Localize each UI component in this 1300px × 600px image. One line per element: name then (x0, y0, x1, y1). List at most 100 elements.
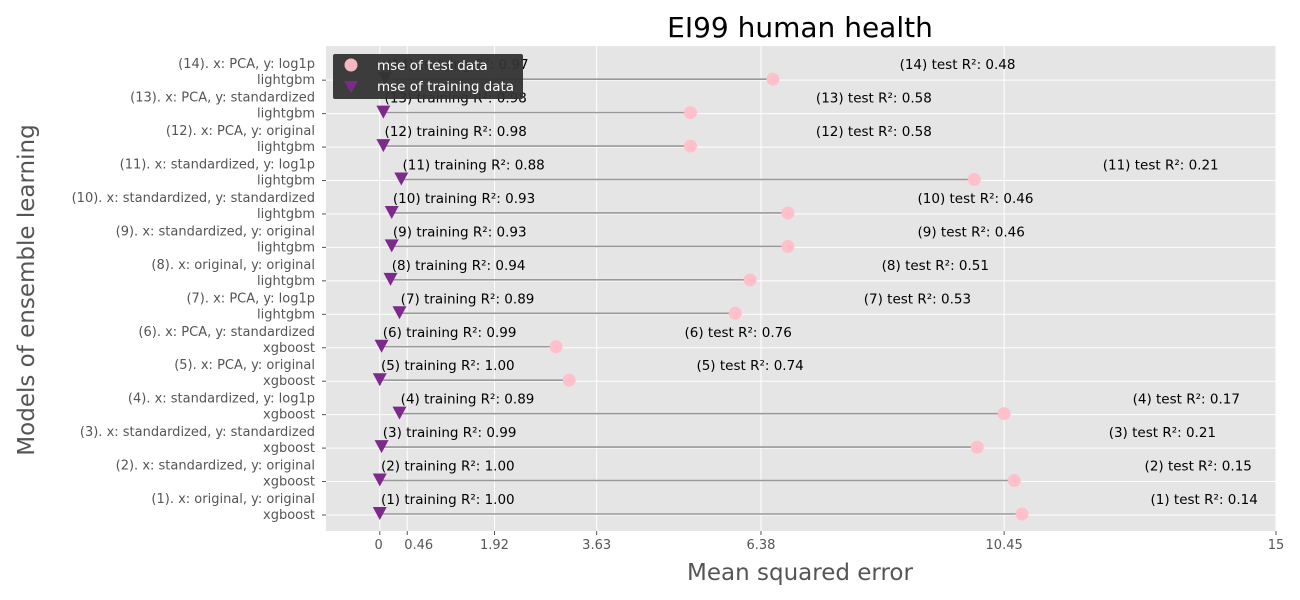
legend-label-test: mse of test data (377, 58, 488, 74)
y-tick-label-line1: (8). x: original, y: original (151, 258, 315, 273)
y-tick-label-line1: (6). x: PCA, y: standardized (138, 325, 315, 340)
test-r2-annotation: (2) test R²: 0.15 (1145, 459, 1252, 475)
plot-background (326, 46, 1276, 531)
training-r2-annotation: (8) training R²: 0.94 (392, 258, 526, 274)
test-mse-marker (781, 206, 795, 220)
training-mse-marker (372, 473, 387, 487)
y-tick-label-line2: xgboost (263, 475, 315, 490)
x-axis-label: Mean squared error (687, 560, 913, 586)
test-r2-annotation: (7) test R²: 0.53 (864, 291, 971, 307)
y-tick-label-line2: lightgbm (257, 240, 315, 255)
test-mse-marker (1007, 474, 1021, 488)
training-r2-annotation: (11) training R²: 0.88 (402, 158, 544, 174)
y-tick-label-line2: lightgbm (257, 307, 315, 322)
training-mse-marker (392, 306, 407, 320)
test-r2-annotation: (9) test R²: 0.46 (918, 224, 1025, 240)
training-r2-annotation: (7) training R²: 0.89 (401, 291, 535, 307)
y-tick-label-line2: lightgbm (257, 207, 315, 222)
y-tick-label-line2: lightgbm (257, 274, 315, 289)
training-mse-marker (376, 105, 391, 119)
y-tick-label-line2: xgboost (263, 441, 315, 456)
y-tick-label-line2: xgboost (263, 341, 315, 356)
x-tick-label: 1.92 (480, 538, 509, 553)
y-tick-label-line1: (9). x: standardized, y: original (116, 224, 315, 239)
y-tick-label-line2: lightgbm (257, 174, 315, 189)
test-r2-annotation: (13) test R²: 0.58 (816, 91, 932, 107)
test-r2-annotation: (4) test R²: 0.17 (1133, 392, 1240, 408)
training-mse-marker (394, 172, 409, 186)
training-mse-marker (384, 205, 399, 219)
training-mse-marker (376, 139, 391, 153)
test-r2-annotation: (3) test R²: 0.21 (1109, 425, 1216, 441)
test-r2-annotation: (8) test R²: 0.51 (882, 258, 989, 274)
test-mse-marker (967, 173, 981, 187)
test-mse-marker (970, 440, 984, 454)
chart-title: EI99 human health (667, 11, 933, 44)
test-mse-marker (1015, 507, 1029, 521)
training-mse-marker (374, 440, 389, 454)
test-r2-annotation: (14) test R²: 0.48 (900, 57, 1016, 73)
x-tick-label: 15 (1268, 538, 1285, 553)
training-r2-annotation: (2) training R²: 1.00 (381, 459, 515, 475)
test-r2-annotation: (1) test R²: 0.14 (1151, 492, 1258, 508)
y-tick-label-line2: xgboost (263, 374, 315, 389)
test-mse-marker (683, 139, 697, 153)
test-mse-marker (997, 407, 1011, 421)
training-r2-annotation: (4) training R²: 0.89 (401, 392, 535, 408)
y-tick-label-line1: (2). x: standardized, y: original (116, 459, 315, 474)
training-r2-annotation: (10) training R²: 0.93 (393, 191, 535, 207)
y-tick-label-line2: lightgbm (257, 107, 315, 122)
training-mse-marker (372, 507, 387, 520)
test-mse-marker (743, 273, 757, 287)
training-mse-marker (392, 406, 407, 420)
training-r2-annotation: (3) training R²: 0.99 (383, 425, 517, 441)
x-tick-label: 6.38 (746, 538, 775, 553)
test-r2-annotation: (11) test R²: 0.21 (1103, 158, 1219, 174)
plot-area: 0 0.46 1.92 3.63 6.38 10.45 15 (1). x: original… (72, 46, 1285, 553)
training-r2-annotation: (6) training R²: 0.99 (383, 325, 517, 341)
test-mse-marker (549, 340, 563, 354)
training-mse-marker (372, 373, 387, 387)
x-tick-label: 0.46 (404, 538, 433, 553)
training-r2-annotation: (5) training R²: 1.00 (381, 358, 515, 374)
training-mse-marker (374, 339, 389, 353)
x-tick-label: 0 (374, 538, 382, 553)
test-mse-marker (728, 306, 742, 320)
y-tick-label-line2: lightgbm (257, 140, 315, 155)
y-tick-label-line2: xgboost (263, 408, 315, 423)
legend-marker-training (344, 81, 358, 93)
training-r2-annotation: (12) training R²: 0.98 (385, 124, 527, 140)
legend-label-training: mse of training data (377, 79, 514, 95)
x-tick-label: 3.63 (582, 538, 611, 553)
y-tick-label-line2: xgboost (263, 508, 315, 523)
training-r2-annotation: (1) training R²: 1.00 (381, 492, 515, 508)
test-mse-marker (781, 239, 795, 253)
y-tick-label-line1: (13). x: PCA, y: standardized (130, 91, 315, 106)
y-tick-label-line1: (12). x: PCA, y: original (166, 124, 315, 139)
test-r2-annotation: (12) test R²: 0.58 (816, 124, 932, 140)
test-mse-marker (683, 106, 697, 120)
test-r2-annotation: (6) test R²: 0.76 (684, 325, 791, 341)
legend: mse of test data mse of training data (333, 54, 523, 99)
y-tick-label-line1: (7). x: PCA, y: log1p (186, 291, 315, 306)
y-tick-label-line1: (5). x: PCA, y: original (174, 358, 315, 373)
y-tick-label-line1: (10). x: standardized, y: standardized (72, 191, 315, 206)
x-tick-label: 10.45 (986, 538, 1023, 553)
y-axis-label: Models of ensemble learning (14, 124, 40, 455)
test-mse-marker (766, 72, 780, 86)
y-tick-label-line1: (1). x: original, y: original (151, 492, 315, 507)
training-mse-marker (383, 272, 398, 286)
test-mse-marker (562, 373, 576, 387)
y-tick-label-line1: (11). x: standardized, y: log1p (120, 158, 315, 173)
y-tick-label-line1: (3). x: standardized, y: standardized (80, 425, 315, 440)
y-tick-label-line1: (14). x: PCA, y: log1p (178, 57, 315, 72)
training-mse-marker (384, 239, 399, 253)
test-r2-annotation: (5) test R²: 0.74 (696, 358, 803, 374)
y-tick-label-line1: (4). x: standardized, y: log1p (128, 392, 315, 407)
legend-marker-test (344, 58, 358, 72)
test-r2-annotation: (10) test R²: 0.46 (918, 191, 1034, 207)
legend-box (333, 54, 523, 99)
y-tick-label-line2: lightgbm (257, 73, 315, 88)
training-r2-annotation: (9) training R²: 0.93 (393, 224, 527, 240)
